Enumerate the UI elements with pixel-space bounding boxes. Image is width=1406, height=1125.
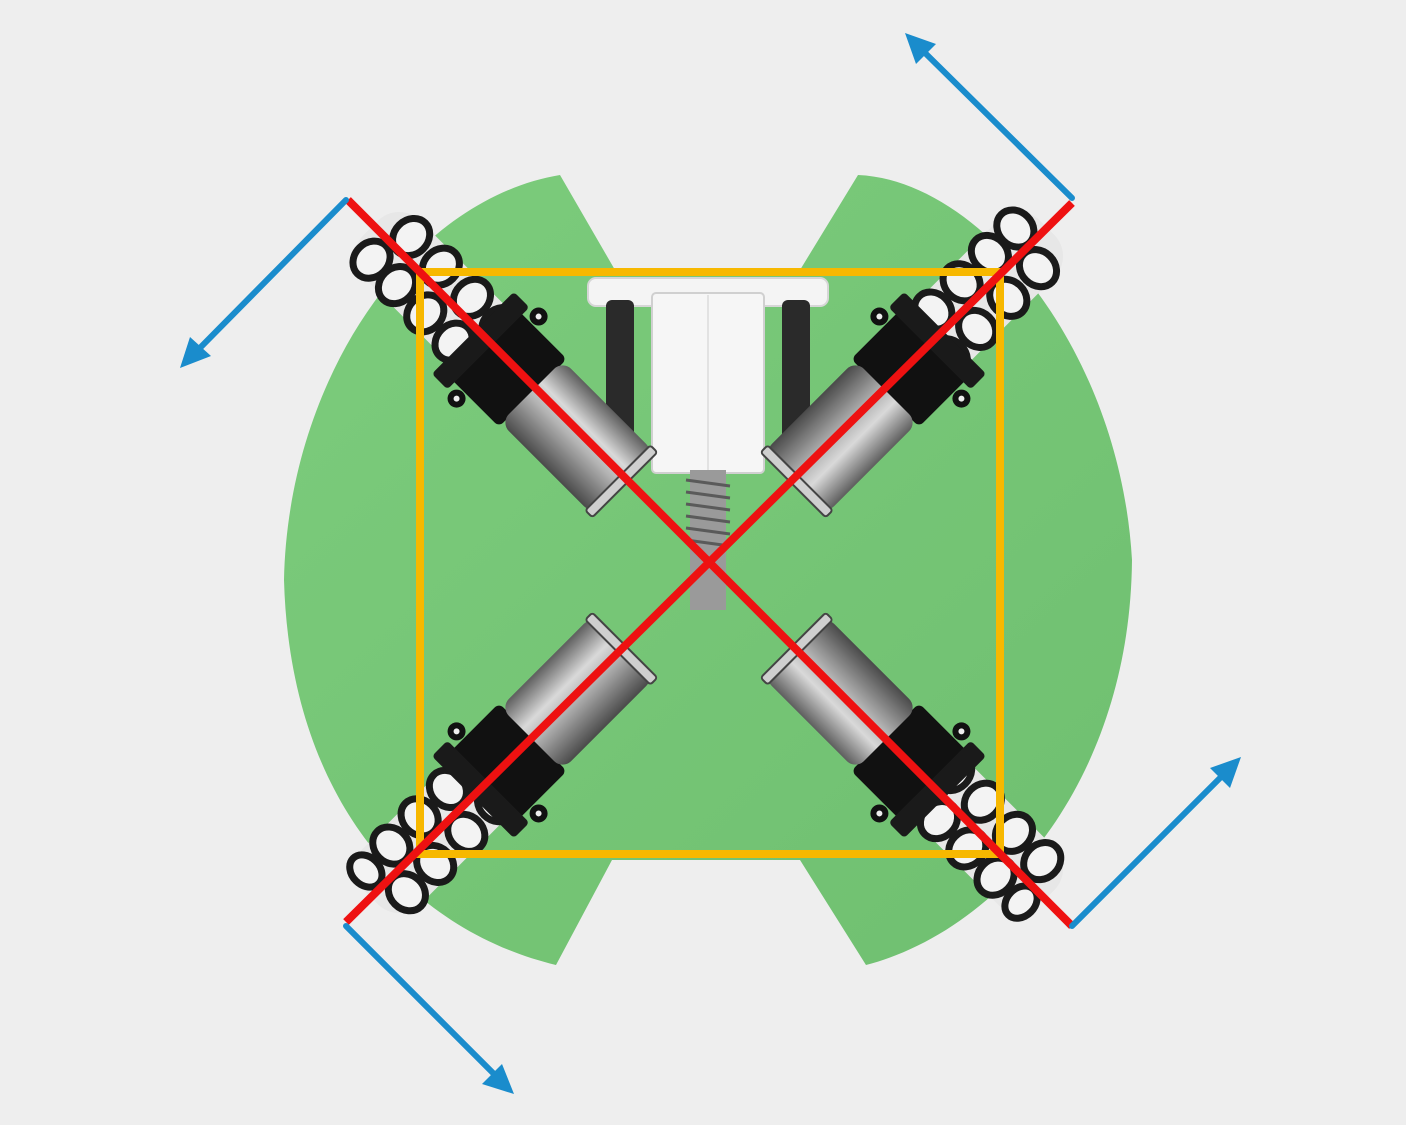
lead-screw-assembly <box>587 277 829 610</box>
diagonal-lines <box>343 197 1075 929</box>
force-arrow-icon <box>343 923 514 1094</box>
force-arrow-icon <box>1069 757 1241 929</box>
diagonal-line-b <box>343 200 1075 925</box>
frame-square <box>416 268 1004 858</box>
force-arrows <box>180 33 1241 1094</box>
force-arrow-icon <box>180 197 349 368</box>
force-arrow-icon <box>905 33 1075 201</box>
